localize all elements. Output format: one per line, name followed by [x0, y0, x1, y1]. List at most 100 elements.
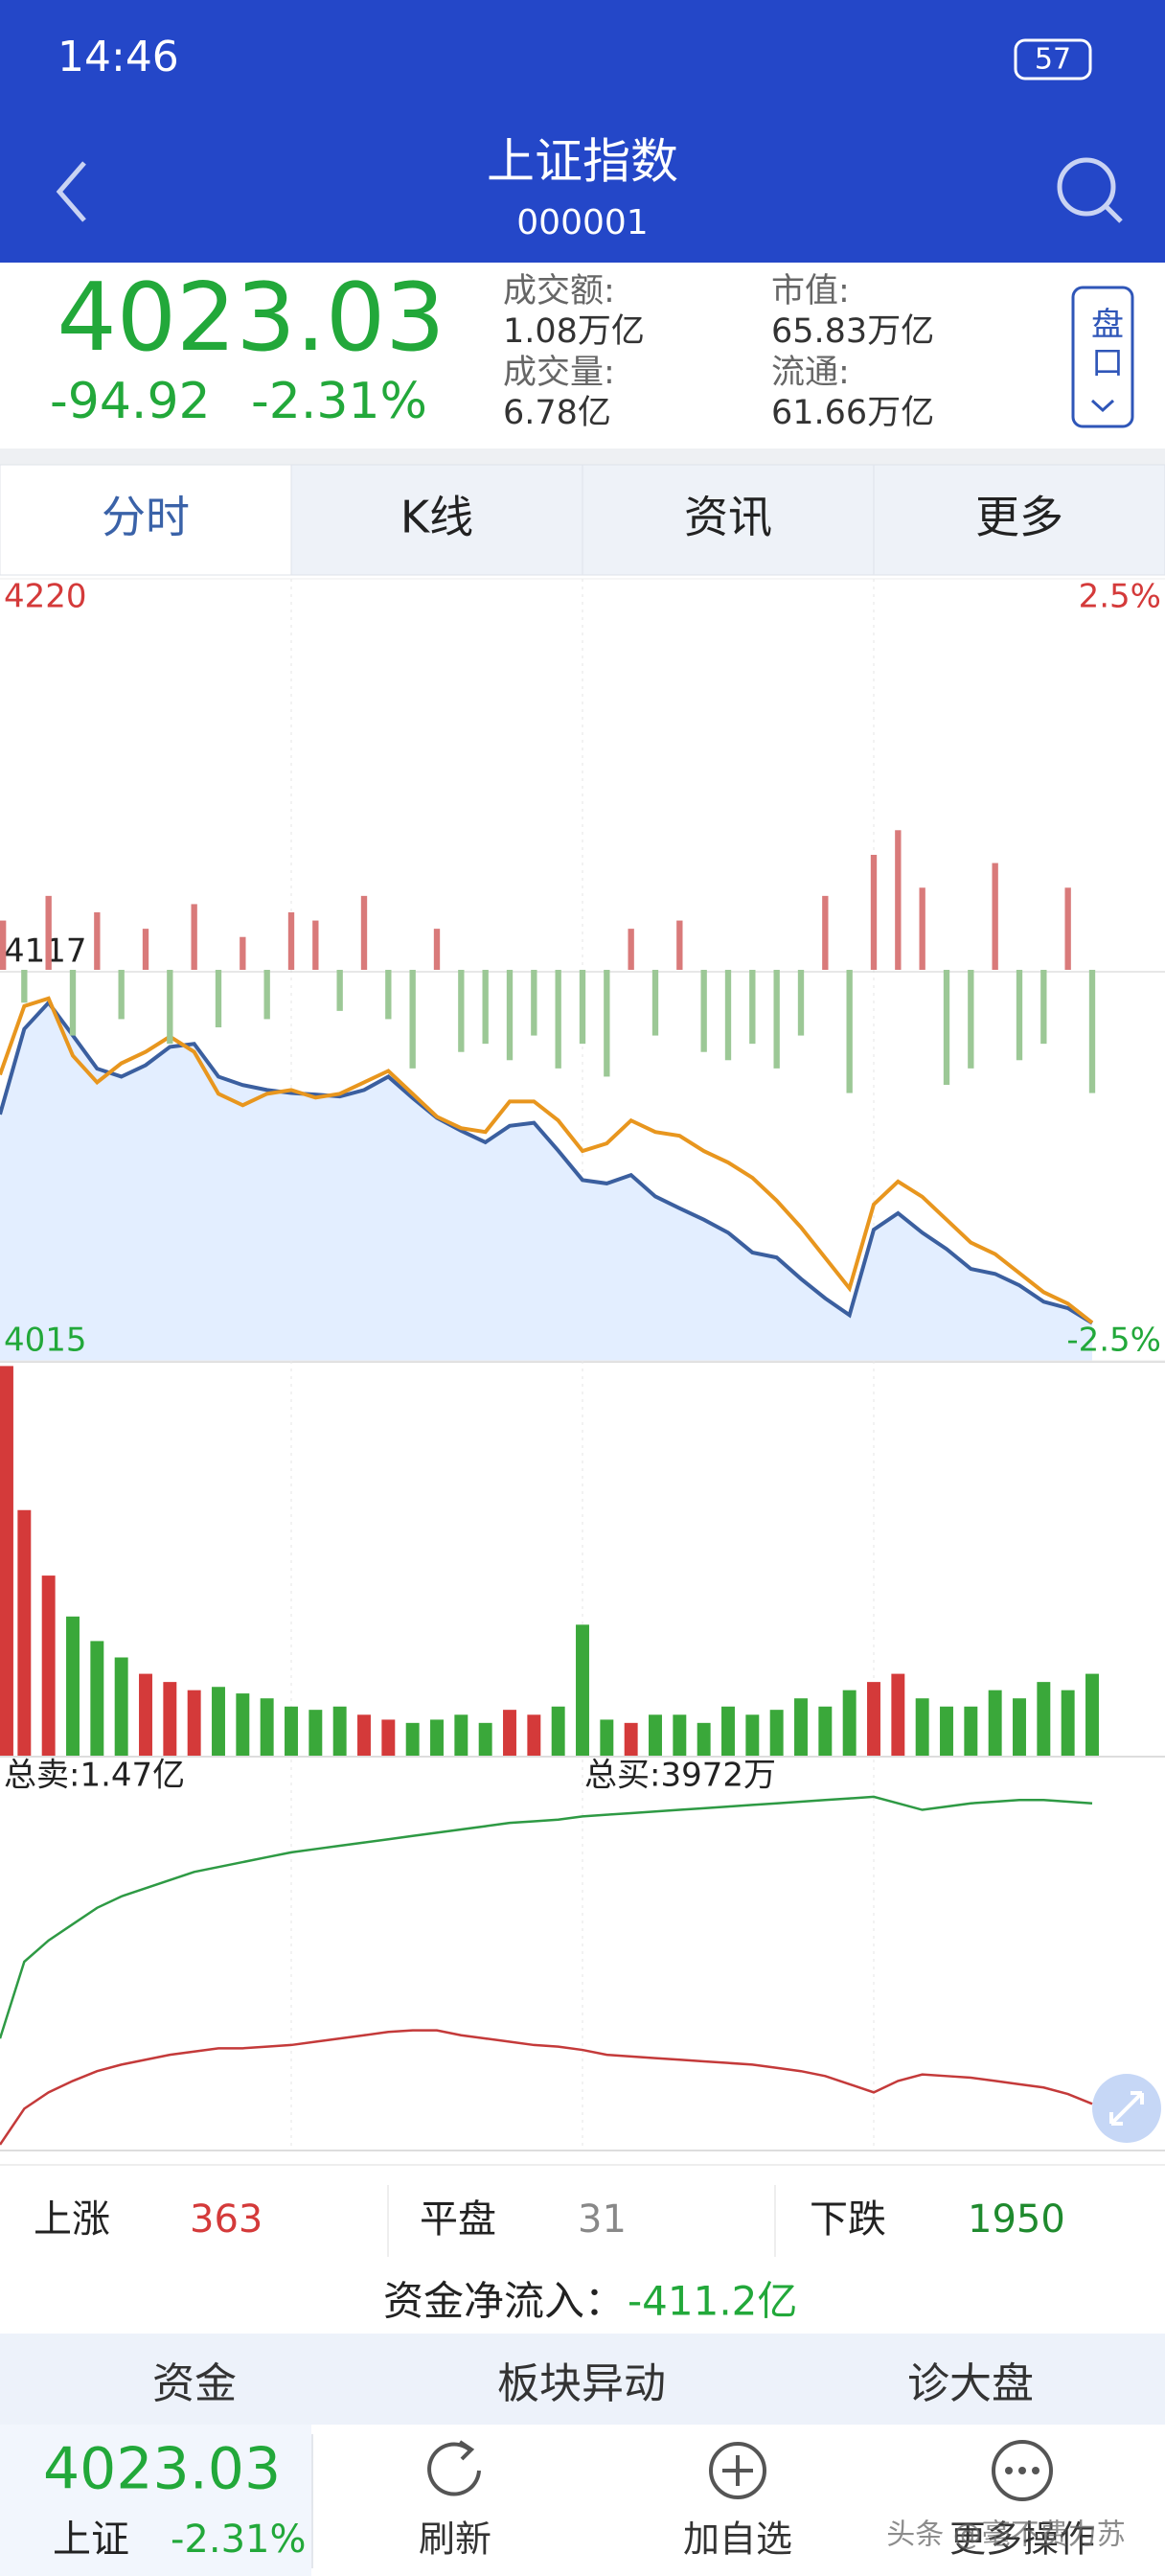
- back-button[interactable]: [56, 161, 86, 222]
- pressure-bar: [336, 970, 343, 1011]
- volume-bar: [600, 1719, 614, 1756]
- tab-bg: [290, 464, 583, 576]
- pressure-bar: [482, 970, 489, 1045]
- volume-bar: [988, 1690, 1002, 1756]
- pressure-bar: [555, 970, 561, 1069]
- tab[interactable]: 资讯: [684, 492, 772, 543]
- action-refresh[interactable]: 刷新: [419, 2518, 491, 2561]
- tab[interactable]: 更多: [975, 492, 1063, 543]
- volume-bar: [769, 1710, 784, 1756]
- add-icon: [722, 2455, 753, 2486]
- search-icon: [1104, 204, 1123, 223]
- volume-bar: [66, 1616, 80, 1756]
- tab-bar: 分时 K线 资讯 更多: [0, 464, 1165, 576]
- volume-bar: [430, 1719, 444, 1756]
- pressure-bar: [604, 970, 610, 1077]
- footer-name: 上证: [53, 2518, 129, 2562]
- volume-bar: [1013, 1698, 1026, 1756]
- bottom-tab[interactable]: 板块异动: [497, 2359, 666, 2408]
- tab-bg: [0, 464, 292, 576]
- search-button[interactable]: [1057, 157, 1123, 223]
- bottom-tab[interactable]: 诊大盘: [907, 2359, 1034, 2408]
- pressure-bar: [628, 929, 634, 970]
- volume-bar: [405, 1722, 420, 1756]
- pressure-bar: [797, 970, 805, 1036]
- separator: [0, 2164, 1165, 2166]
- volume-bar: [332, 1706, 347, 1756]
- refresh-icon: [427, 2442, 481, 2496]
- pressure-bar: [773, 970, 780, 1069]
- stat-value: 6.78亿: [503, 394, 611, 432]
- pressure-bar: [0, 920, 7, 970]
- breadth-value: 31: [578, 2197, 627, 2242]
- volume-bar: [551, 1706, 565, 1756]
- breadth-value: 363: [190, 2197, 263, 2242]
- pressure-bar: [1016, 970, 1023, 1061]
- separator: [0, 448, 1165, 465]
- volume-bar: [187, 1690, 201, 1756]
- stat-label: 市值:: [771, 272, 850, 310]
- watermark: 头条 @毫不费力苏: [886, 2518, 1126, 2552]
- y-tick-label: 4220: [4, 578, 87, 616]
- volume-bar: [842, 1690, 857, 1756]
- series-line: [0, 996, 1094, 1324]
- footer-price: 4023.03: [43, 2436, 281, 2503]
- volume-bar: [285, 1706, 298, 1756]
- pressure-bar: [433, 929, 441, 970]
- volume-bar: [478, 1722, 492, 1756]
- stat-value: 65.83万亿: [771, 312, 934, 351]
- action-add[interactable]: 加自选: [683, 2518, 792, 2561]
- pressure-bar: [45, 895, 52, 970]
- breadth-label: 平盘: [420, 2197, 496, 2242]
- footer-change-pct: -2.31%: [171, 2518, 307, 2562]
- chevron: [1090, 399, 1115, 413]
- quote-change-pct: -2.31%: [251, 373, 427, 430]
- header-title: 上证指数: [487, 134, 678, 190]
- volume-bar: [357, 1714, 371, 1756]
- pressure-bar: [749, 970, 756, 1045]
- price-area: [0, 1002, 1092, 1361]
- series-line: [0, 2029, 1093, 2146]
- y2-tick-label: -2.5%: [1066, 1322, 1161, 1360]
- bottom-tab[interactable]: 资金: [152, 2359, 237, 2408]
- volume-bar: [139, 1673, 152, 1756]
- pressure-bar: [191, 904, 197, 970]
- more-icon: [1018, 2467, 1026, 2474]
- series-line: [0, 1795, 1093, 2039]
- volume-bar: [1061, 1690, 1075, 1756]
- stat-label: 成交量:: [503, 354, 615, 392]
- volume-bar: [503, 1710, 516, 1756]
- header-bg: [0, 0, 1165, 263]
- tab[interactable]: 分时: [102, 492, 190, 543]
- pressure-bar: [943, 970, 950, 1085]
- pressure-bar: [167, 970, 173, 1045]
- volume-bar: [624, 1722, 638, 1756]
- volume-bar: [915, 1698, 929, 1756]
- pressure-bar: [385, 970, 392, 1020]
- pressure-bar: [846, 970, 853, 1093]
- volume-bar: [90, 1641, 104, 1756]
- volume-bar: [17, 1509, 32, 1756]
- pressure-bar: [506, 970, 514, 1061]
- more-icon: [992, 2440, 1053, 2501]
- panel-divider: [0, 1756, 1165, 1758]
- header-code: 000001: [516, 203, 648, 242]
- volume-bar: [964, 1706, 978, 1756]
- pressure-bar: [458, 970, 465, 1052]
- separator: [774, 2185, 776, 2257]
- volume-bar: [745, 1714, 760, 1756]
- add-icon: [709, 2442, 766, 2499]
- pressure-bar: [1064, 887, 1071, 970]
- pressure-bar: [870, 855, 878, 970]
- more-icon: [1005, 2467, 1013, 2474]
- y2-tick-label: 2.5%: [1079, 578, 1161, 616]
- action-more[interactable]: 更多操作: [949, 2518, 1095, 2561]
- pressure-bar: [21, 970, 28, 1003]
- order-book-button[interactable]: [1071, 286, 1134, 428]
- tab[interactable]: K线: [400, 492, 473, 543]
- annotation: 总买:3972万: [584, 1757, 776, 1795]
- pressure-bar: [531, 970, 537, 1036]
- quote-change: -94.92: [50, 373, 211, 430]
- pressure-bar: [69, 970, 77, 1036]
